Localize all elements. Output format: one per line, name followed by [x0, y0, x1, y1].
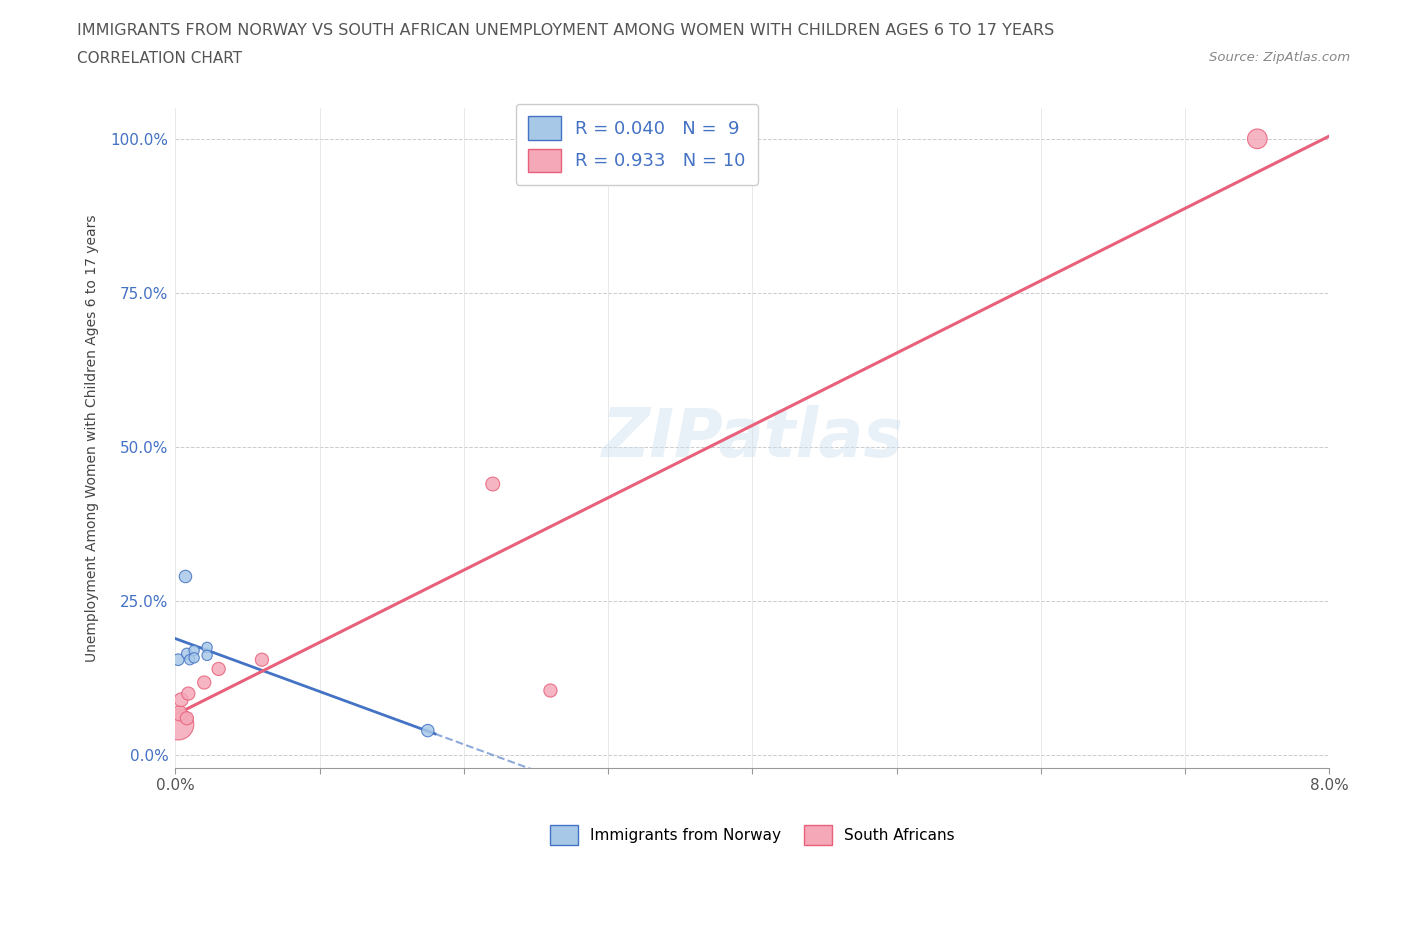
Point [183, 643, 205, 658]
Point [176, 711, 198, 725]
Point [1246, 131, 1268, 146]
Point [193, 675, 215, 690]
Y-axis label: Unemployment Among Women with Children Ages 6 to 17 years: Unemployment Among Women with Children A… [86, 214, 100, 661]
Point [538, 683, 561, 698]
Point [195, 640, 218, 655]
Point [170, 692, 193, 707]
Text: IMMIGRANTS FROM NORWAY VS SOUTH AFRICAN UNEMPLOYMENT AMONG WOMEN WITH CHILDREN A: IMMIGRANTS FROM NORWAY VS SOUTH AFRICAN … [77, 23, 1054, 38]
Text: ZIPatlas: ZIPatlas [602, 405, 904, 471]
Legend: Immigrants from Norway, South Africans: Immigrants from Norway, South Africans [540, 815, 965, 856]
Point [179, 652, 201, 667]
Text: Source: ZipAtlas.com: Source: ZipAtlas.com [1209, 51, 1350, 64]
Point [167, 652, 190, 667]
Point [208, 661, 231, 676]
Point [167, 717, 190, 732]
Point [195, 648, 218, 663]
Point [481, 476, 503, 491]
Text: CORRELATION CHART: CORRELATION CHART [77, 51, 242, 66]
Point [177, 686, 200, 701]
Point [416, 724, 439, 738]
Point [174, 569, 197, 584]
Point [169, 706, 191, 721]
Point [183, 650, 205, 665]
Point [250, 652, 273, 667]
Point [176, 646, 198, 661]
